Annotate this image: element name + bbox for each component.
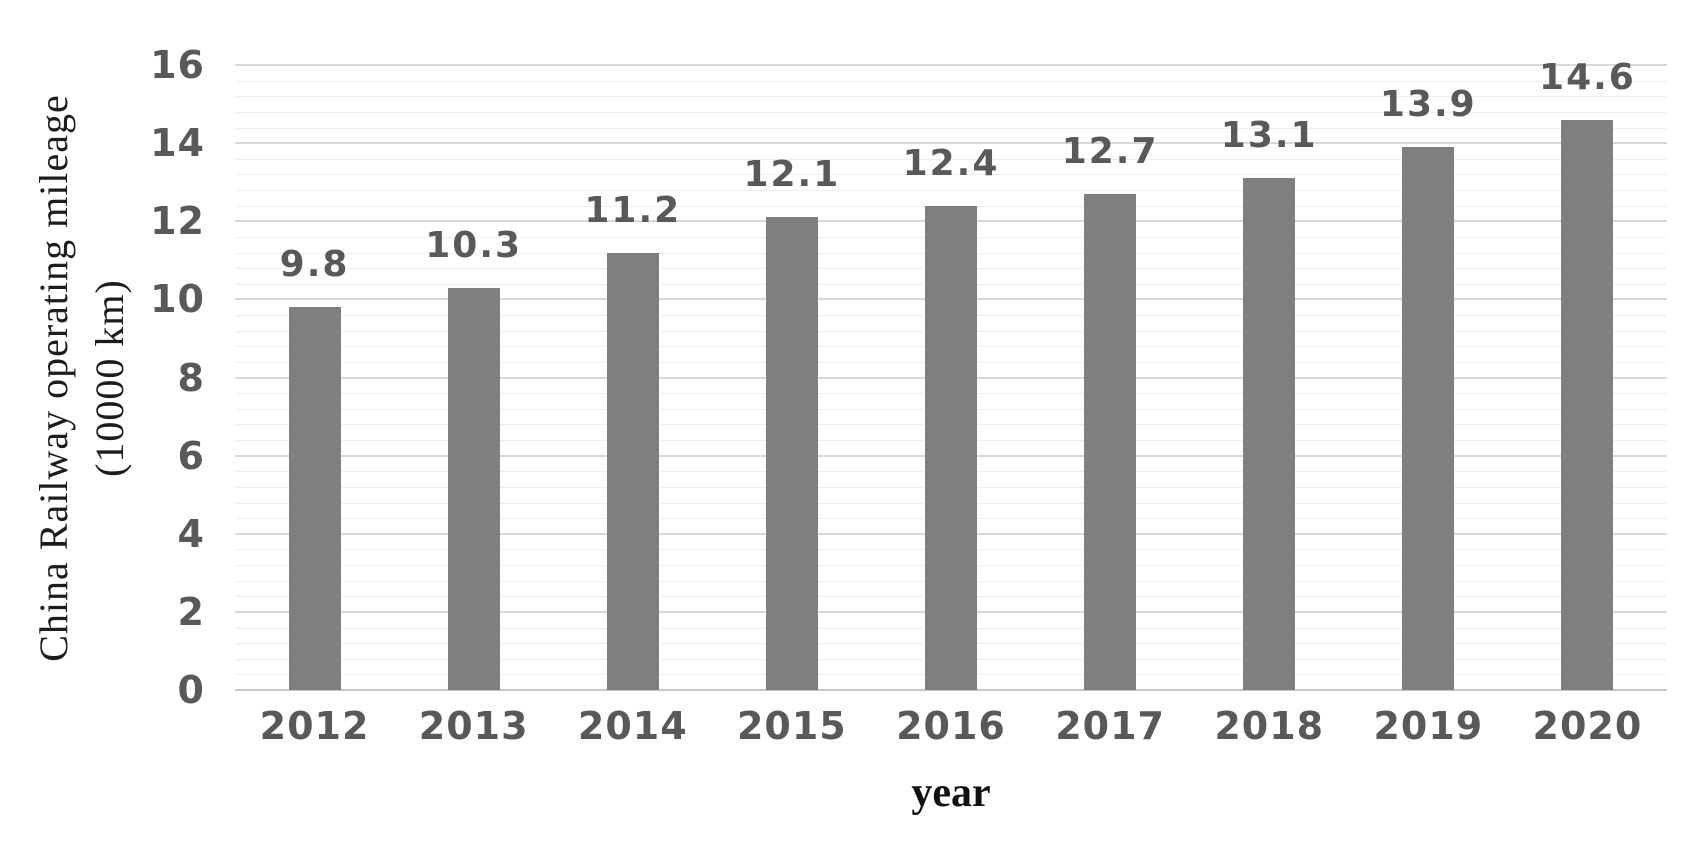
- x-axis-line: [235, 689, 1667, 691]
- bar: [1243, 178, 1296, 690]
- bar-data-label: 12.7: [1061, 130, 1159, 172]
- y-tick-label: 2: [177, 589, 205, 634]
- bar-data-label: 10.3: [425, 224, 523, 266]
- y-tick-label: 8: [177, 355, 205, 400]
- plot-area: 9.8 10.3 11.2 12.1 12.4 12.7 13.1 13.9 14.6: [235, 59, 1667, 691]
- x-tick-label: 2020: [1532, 704, 1643, 748]
- x-tick-label: 2018: [1214, 704, 1325, 748]
- y-tick-label: 16: [150, 43, 205, 87]
- gridline-minor: [235, 190, 1667, 191]
- bar-data-label: 12.4: [902, 142, 1000, 184]
- bar: [1402, 147, 1455, 690]
- x-tick-label: 2012: [259, 704, 370, 748]
- gridline-major: [235, 142, 1667, 145]
- y-tick-label: 6: [177, 433, 205, 478]
- gridline-minor: [235, 158, 1667, 160]
- gridline-minor: [235, 127, 1667, 129]
- bar: [1084, 193, 1137, 690]
- x-tick-label: 2015: [736, 704, 847, 748]
- x-axis-title: year: [911, 770, 991, 816]
- x-tick-label: 2014: [577, 704, 688, 748]
- bar-data-label: 13.1: [1220, 115, 1318, 157]
- y-tick-label: 0: [177, 668, 205, 712]
- bar: [765, 217, 818, 690]
- bar-data-label: 14.6: [1539, 56, 1636, 98]
- bar-data-label: 12.1: [743, 154, 841, 196]
- y-tick-label: 12: [150, 199, 205, 244]
- x-tick-label: 2019: [1373, 704, 1484, 748]
- y-tick-label: 10: [150, 277, 205, 322]
- bar: [1561, 119, 1614, 690]
- y-tick-label: 4: [177, 511, 205, 556]
- bar: [288, 307, 341, 690]
- gridline-minor: [235, 80, 1667, 82]
- gridline-major: [235, 64, 1667, 66]
- y-tick-label: 14: [150, 121, 205, 166]
- x-tick-label: 2013: [418, 704, 529, 748]
- bar: [447, 287, 500, 690]
- x-tick-label: 2016: [896, 704, 1006, 748]
- x-tick-label: 2017: [1055, 704, 1165, 748]
- gridline-minor: [235, 96, 1667, 98]
- gridline-minor: [235, 111, 1667, 113]
- bar-data-label: 9.8: [279, 244, 350, 286]
- bar: [606, 252, 659, 690]
- y-axis-title-line1: China Railway operating mileage: [31, 94, 76, 662]
- gridline-minor: [235, 174, 1667, 176]
- bar-data-label: 11.2: [584, 189, 682, 231]
- bar: [925, 205, 977, 690]
- bar-data-label: 13.9: [1379, 84, 1477, 126]
